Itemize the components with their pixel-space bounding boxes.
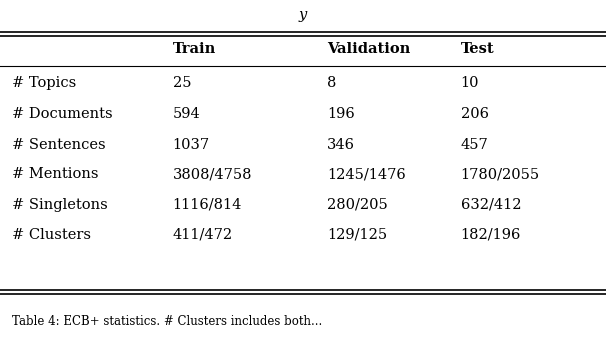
Text: 25: 25 [173, 76, 191, 90]
Text: 594: 594 [173, 107, 201, 121]
Text: 3808/4758: 3808/4758 [173, 167, 252, 182]
Text: Validation: Validation [327, 42, 410, 56]
Text: # Sentences: # Sentences [12, 137, 105, 152]
Text: # Mentions: # Mentions [12, 167, 99, 182]
Text: 206: 206 [461, 107, 488, 121]
Text: y: y [299, 8, 307, 22]
Text: 182/196: 182/196 [461, 227, 521, 242]
Text: 632/412: 632/412 [461, 198, 521, 212]
Text: 280/205: 280/205 [327, 198, 388, 212]
Text: 196: 196 [327, 107, 355, 121]
Text: 457: 457 [461, 137, 488, 152]
Text: 1037: 1037 [173, 137, 210, 152]
Text: # Documents: # Documents [12, 107, 113, 121]
Text: 346: 346 [327, 137, 355, 152]
Text: # Clusters: # Clusters [12, 227, 91, 242]
Text: Train: Train [173, 42, 216, 56]
Text: 1245/1476: 1245/1476 [327, 167, 406, 182]
Text: # Singletons: # Singletons [12, 198, 108, 212]
Text: Test: Test [461, 42, 494, 56]
Text: 1116/814: 1116/814 [173, 198, 242, 212]
Text: # Topics: # Topics [12, 76, 76, 90]
Text: 8: 8 [327, 76, 336, 90]
Text: 411/472: 411/472 [173, 227, 233, 242]
Text: 10: 10 [461, 76, 479, 90]
Text: Table 4: ECB+ statistics. # Clusters includes both...: Table 4: ECB+ statistics. # Clusters inc… [12, 315, 322, 328]
Text: 1780/2055: 1780/2055 [461, 167, 540, 182]
Text: 129/125: 129/125 [327, 227, 387, 242]
